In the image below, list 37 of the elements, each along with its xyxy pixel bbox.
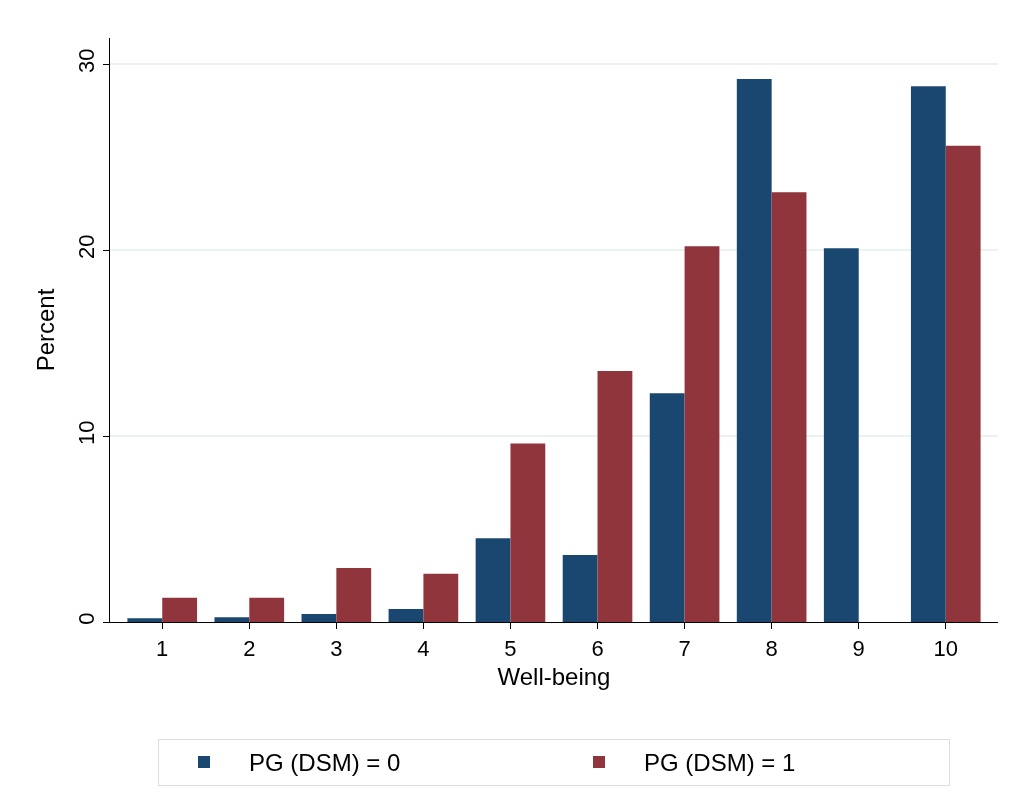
bar — [127, 618, 163, 622]
x-tick-label: 2 — [243, 635, 256, 661]
x-tick-label: 6 — [591, 635, 604, 661]
y-tick-label: 20 — [74, 234, 100, 259]
y-tick-label: 10 — [74, 420, 100, 445]
bar — [684, 246, 720, 622]
x-tick-label: 8 — [765, 635, 778, 661]
x-axis-title: Well-being — [497, 662, 611, 690]
bar — [301, 614, 337, 622]
bar — [388, 608, 424, 622]
x-tick-label: 5 — [504, 635, 517, 661]
x-tick-label: 9 — [852, 635, 865, 661]
bar — [423, 573, 459, 622]
bar — [649, 393, 685, 622]
bar — [597, 370, 633, 622]
x-tick-label: 1 — [156, 635, 169, 661]
x-tick-label: 10 — [933, 635, 958, 661]
bar — [823, 248, 859, 622]
bar — [249, 597, 285, 622]
bar — [736, 78, 772, 622]
bar — [214, 617, 250, 622]
y-tick-label: 30 — [74, 48, 100, 73]
y-tick-label: 0 — [74, 612, 100, 625]
bar — [510, 443, 546, 622]
bar — [475, 538, 511, 622]
y-axis-title: Percent — [32, 288, 60, 372]
bar — [562, 555, 598, 622]
bar — [162, 597, 198, 622]
bar — [336, 568, 372, 622]
bar — [771, 192, 807, 622]
legend-label: PG (DSM) = 1 — [644, 749, 796, 777]
bar — [910, 86, 946, 622]
legend-label: PG (DSM) = 0 — [249, 749, 401, 777]
x-tick-label: 3 — [330, 635, 343, 661]
x-tick-label: 7 — [678, 635, 691, 661]
x-tick-label: 4 — [417, 635, 430, 661]
bar — [945, 145, 981, 622]
